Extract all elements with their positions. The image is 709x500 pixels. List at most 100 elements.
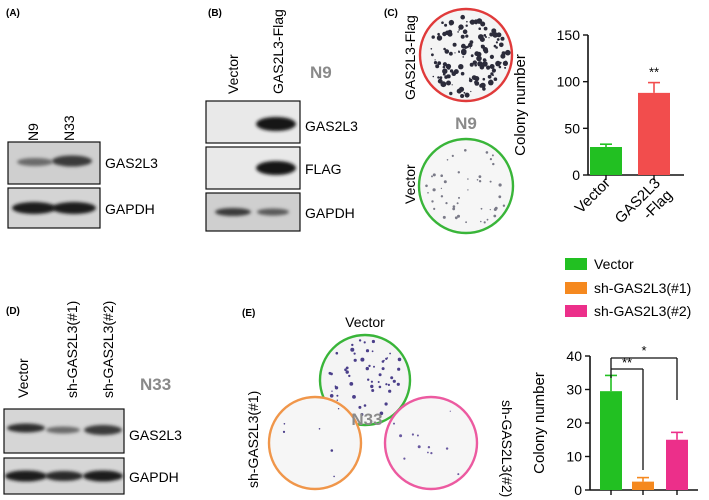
colony-dot bbox=[336, 399, 338, 401]
colony-dot bbox=[392, 379, 396, 383]
blot-a-gapdh bbox=[7, 187, 101, 229]
colony-dot bbox=[433, 207, 436, 210]
colony-dot bbox=[390, 376, 394, 380]
colony-dot bbox=[358, 339, 362, 342]
colony-dot bbox=[504, 66, 507, 69]
y-axis-label: Colony number bbox=[512, 54, 529, 156]
colony-dot bbox=[469, 19, 475, 25]
colony-dot bbox=[449, 410, 451, 412]
colony-dot bbox=[384, 402, 388, 406]
colony-dot bbox=[432, 75, 435, 78]
colony-dot bbox=[502, 204, 506, 207]
colony-dot bbox=[370, 384, 374, 389]
colony-dot bbox=[333, 475, 335, 478]
colony-dot bbox=[485, 151, 489, 154]
blot-b-gas2l3 bbox=[205, 100, 301, 144]
dish-label-vector-c: Vector bbox=[402, 164, 418, 204]
colony-dot bbox=[487, 74, 492, 79]
colony-dot bbox=[431, 200, 434, 203]
legend-label-sh2: sh-GAS2L3(#2) bbox=[594, 303, 691, 319]
colony-dot bbox=[353, 358, 357, 362]
colony-dot bbox=[432, 173, 436, 177]
colony-dot bbox=[469, 47, 471, 49]
colony-dot bbox=[477, 61, 483, 67]
colony-dot bbox=[492, 162, 495, 166]
colony-dish-vector-c bbox=[417, 137, 515, 235]
colony-dot bbox=[385, 383, 388, 386]
legend-swatch-vector bbox=[565, 258, 587, 270]
colony-dot bbox=[489, 54, 494, 60]
colony-dot bbox=[478, 180, 482, 183]
significance-label: ** bbox=[622, 355, 632, 370]
colony-dot bbox=[483, 34, 487, 37]
colony-dot bbox=[500, 36, 505, 41]
colony-dot bbox=[379, 411, 384, 416]
colony-dot bbox=[371, 339, 375, 344]
colony-dot bbox=[470, 90, 472, 93]
colony-dot bbox=[283, 423, 286, 425]
colony-dot bbox=[434, 59, 436, 61]
colony-dot bbox=[440, 174, 444, 177]
panel-label-c: (C) bbox=[384, 8, 398, 19]
colony-dot bbox=[389, 352, 391, 355]
dish-label-e-sh2: sh-GAS2L3(#2) bbox=[499, 400, 515, 497]
colony-dot bbox=[387, 383, 390, 386]
colony-dot bbox=[458, 63, 464, 70]
colony-dot bbox=[457, 214, 460, 218]
colony-dot bbox=[495, 46, 498, 49]
colony-dot bbox=[331, 390, 333, 392]
blot-label-d-gapdh: GAPDH bbox=[129, 469, 179, 485]
colony-dot bbox=[445, 447, 449, 450]
colony-dot bbox=[465, 221, 467, 224]
blot-label-b-gapdh: GAPDH bbox=[305, 205, 355, 221]
colony-dot bbox=[456, 88, 462, 94]
colony-dot bbox=[469, 21, 472, 23]
lane-label-vector: Vector bbox=[225, 54, 241, 94]
lane-label-n9: N9 bbox=[25, 123, 41, 141]
colony-dot bbox=[492, 74, 494, 77]
colony-dot bbox=[451, 84, 453, 86]
colony-dot bbox=[442, 68, 448, 74]
colony-dot bbox=[483, 26, 488, 31]
colony-dot bbox=[458, 51, 461, 53]
colony-dot bbox=[430, 452, 433, 455]
blot-a-gas2l3 bbox=[7, 141, 101, 185]
colony-dot bbox=[337, 408, 340, 410]
bar bbox=[590, 147, 622, 175]
legend-swatch-sh1 bbox=[565, 282, 587, 294]
colony-dots-gas2l3-flag bbox=[430, 14, 511, 98]
colony-dot bbox=[501, 51, 506, 56]
colony-dot bbox=[442, 62, 447, 67]
colony-dot bbox=[377, 381, 380, 383]
colony-dot bbox=[461, 43, 466, 49]
y-tick-label: 50 bbox=[564, 120, 580, 136]
bar bbox=[666, 439, 688, 490]
colony-dot bbox=[446, 74, 450, 78]
colony-dot bbox=[452, 207, 456, 211]
colony-dot bbox=[360, 413, 364, 416]
significance-label: ** bbox=[649, 65, 659, 80]
colony-dot bbox=[417, 445, 421, 449]
blot-b-flag bbox=[205, 146, 301, 190]
colony-dot bbox=[432, 188, 436, 192]
cell-line-label-b: N9 bbox=[310, 63, 332, 82]
blot-d-gas2l3 bbox=[3, 408, 125, 454]
colony-dish-e-sh2 bbox=[383, 395, 479, 491]
dish-label-e-sh1: sh-GAS2L3(#1) bbox=[245, 391, 261, 488]
colony-dot bbox=[491, 68, 496, 73]
colony-dot bbox=[498, 65, 502, 69]
y-tick-label: 10 bbox=[566, 449, 582, 465]
colony-dot bbox=[480, 207, 483, 210]
colony-dot bbox=[460, 34, 465, 39]
lane-label-n33: N33 bbox=[61, 115, 77, 141]
colony-dot bbox=[474, 80, 477, 84]
colony-dot bbox=[427, 451, 429, 454]
colony-dot bbox=[442, 31, 447, 37]
colony-dot bbox=[386, 357, 389, 359]
colony-dot bbox=[495, 60, 501, 67]
colony-dot bbox=[482, 87, 486, 91]
lane-label-d-sh1: sh-GAS2L3(#1) bbox=[64, 301, 80, 398]
colony-dot bbox=[329, 394, 334, 398]
panel-label-e: (E) bbox=[242, 308, 255, 319]
